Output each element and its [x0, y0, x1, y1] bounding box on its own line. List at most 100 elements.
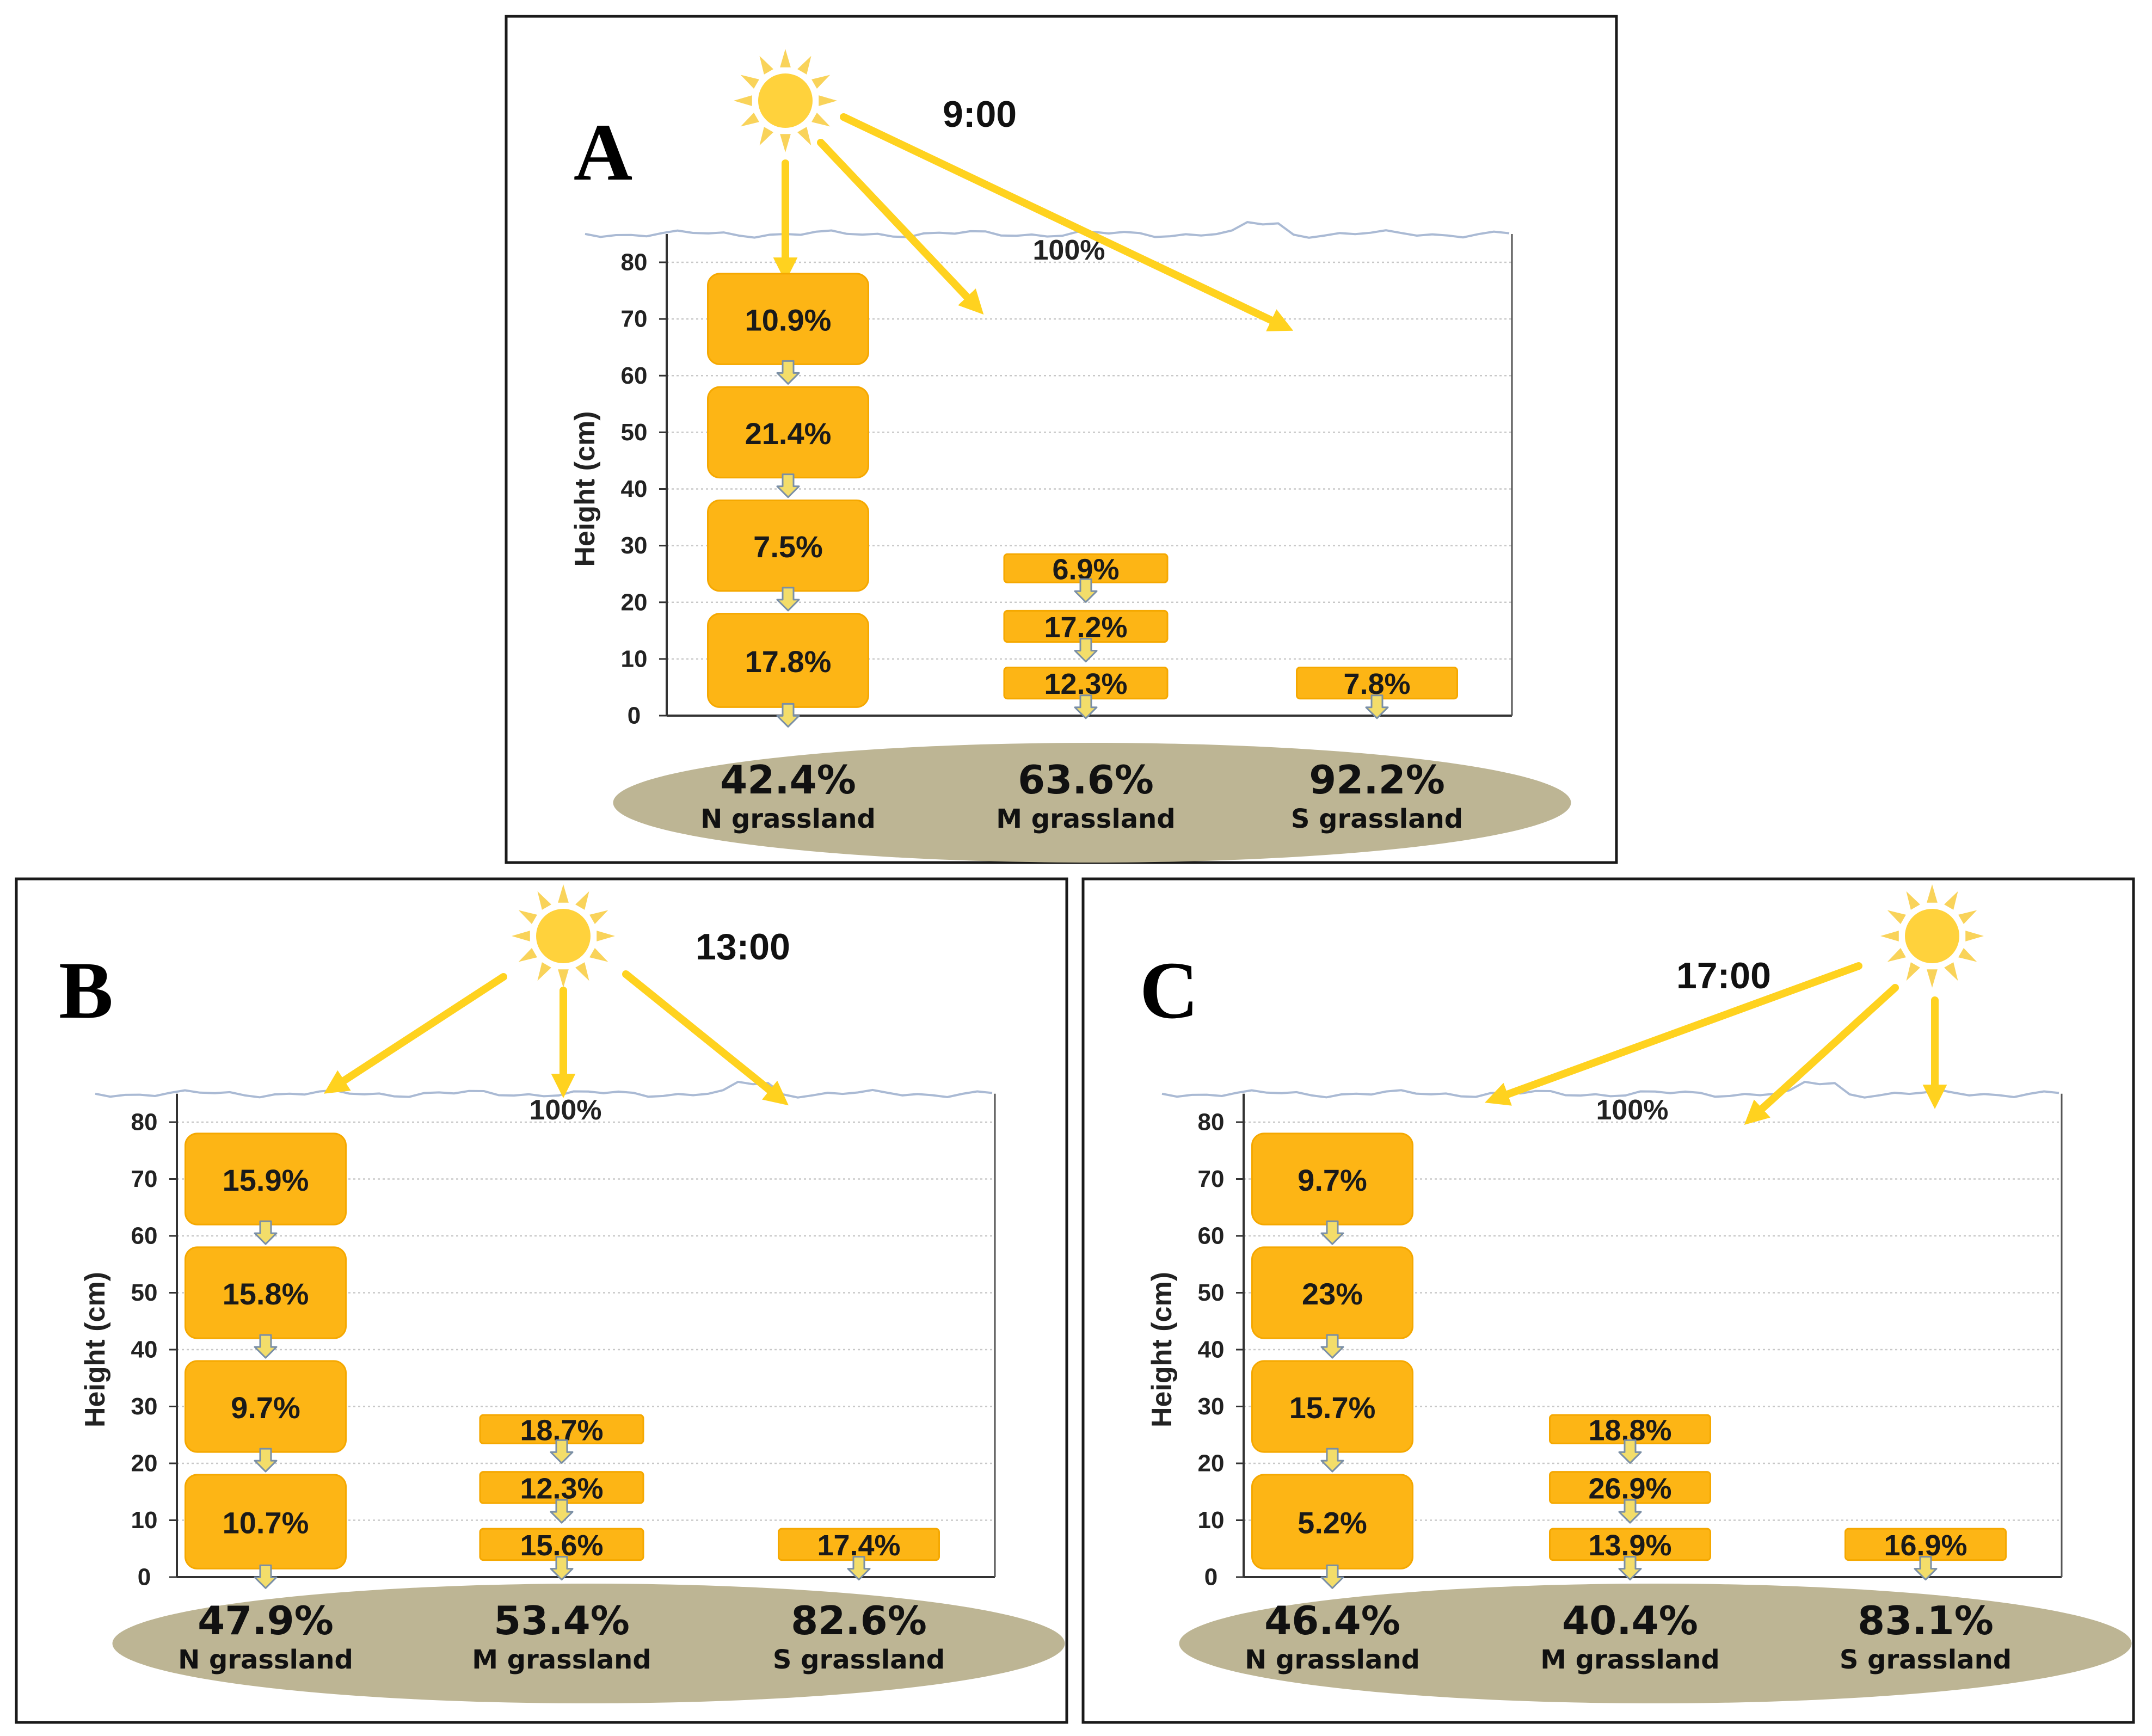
incident-light-label: 100% — [530, 1094, 602, 1126]
down-arrow-icon — [550, 1439, 574, 1464]
panel-b: B 13:00 0 10 20 30 40 50 60 70 80 Height (cm) 100% 15… — [15, 877, 1068, 1724]
grassland-column: 16.9%83.1%S grassland — [1840, 1528, 2012, 1675]
down-arrow-icon — [1320, 1448, 1344, 1473]
down-arrow-icon — [776, 360, 800, 385]
layer-transmission-label: 15.9% — [223, 1163, 309, 1197]
y-tick-label: 10 — [1198, 1507, 1225, 1534]
y-tick-label: 0 — [138, 1564, 151, 1591]
ground-transmission-value: 46.4% — [1264, 1598, 1400, 1643]
grassland-name: S grassland — [1291, 804, 1463, 834]
down-arrow-icon — [1074, 578, 1098, 603]
time-label: 13:00 — [696, 926, 790, 968]
layer-transmission-label: 23% — [1302, 1277, 1363, 1311]
layer-transmission-label: 21.4% — [745, 416, 832, 451]
layer-transmission-label: 7.5% — [753, 530, 823, 564]
sunbeam-arrow — [840, 113, 1294, 331]
down-arrow-icon — [1365, 694, 1389, 719]
down-arrow-icon — [847, 1556, 871, 1581]
layer-transmission-label: 15.7% — [1289, 1390, 1376, 1425]
layer-transmission-label: 17.8% — [745, 644, 832, 679]
ground-transmission-value: 92.2% — [1309, 757, 1445, 803]
down-arrow-icon — [776, 703, 800, 728]
ground-ellipse — [112, 1584, 1065, 1703]
panel-letter: A — [574, 107, 632, 198]
sunbeam-arrow — [323, 973, 507, 1094]
y-tick-label: 60 — [131, 1223, 158, 1249]
grassland-name: S grassland — [1840, 1645, 2012, 1675]
down-arrow-icon — [776, 473, 800, 498]
incident-light-label: 100% — [1596, 1094, 1669, 1126]
y-tick-label: 50 — [621, 419, 648, 446]
canopy-surface-line — [95, 1080, 993, 1099]
layer-transmission-label: 9.7% — [231, 1390, 300, 1425]
grassland-column: 7.8%92.2%S grassland — [1291, 666, 1463, 834]
y-tick-label: 80 — [131, 1109, 158, 1136]
ground-ellipse — [613, 743, 1571, 863]
y-tick-label: 70 — [621, 306, 648, 333]
down-arrow-icon — [1618, 1499, 1642, 1524]
layer-transmission-label: 9.7% — [1298, 1163, 1367, 1197]
down-arrow-icon — [1618, 1556, 1642, 1581]
layer-transmission-label: 10.7% — [223, 1506, 309, 1540]
sunbeam-arrow — [622, 970, 789, 1106]
grassland-name: N grassland — [178, 1645, 353, 1675]
layer-transmission-label: 15.8% — [223, 1277, 309, 1311]
grassland-name: N grassland — [700, 804, 876, 834]
y-tick-label: 10 — [131, 1507, 158, 1534]
canopy-surface-line — [585, 221, 1510, 239]
time-label: 9:00 — [943, 94, 1017, 135]
y-tick-label: 70 — [131, 1166, 158, 1192]
down-arrow-icon — [1320, 1334, 1344, 1359]
y-tick-label: 30 — [1198, 1393, 1225, 1420]
down-arrow-icon — [550, 1556, 574, 1581]
down-arrow-icon — [1618, 1439, 1642, 1464]
sunbeam-arrow — [817, 139, 984, 315]
panel-frame — [505, 15, 1618, 864]
y-tick-label: 0 — [1204, 1564, 1218, 1591]
grassland-name: S grassland — [773, 1645, 945, 1675]
layer-transmission-label: 10.9% — [745, 303, 832, 337]
grassland-column: 9.7% 23% 15.7% 5.2% 46.4%N grassland — [1245, 1132, 1420, 1675]
grassland-column: 10.9% 21.4% 7.5% 17.8% 42.4%N grassland — [700, 273, 876, 834]
down-arrow-icon — [254, 1564, 278, 1589]
y-tick-label: 20 — [621, 589, 648, 615]
y-tick-label: 80 — [621, 249, 648, 276]
y-tick-label: 60 — [1198, 1223, 1225, 1249]
time-label: 17:00 — [1676, 955, 1771, 996]
down-arrow-icon — [1320, 1564, 1344, 1589]
grassland-name: M grassland — [996, 804, 1175, 834]
down-arrow-icon — [1074, 694, 1098, 719]
y-tick-label: 20 — [131, 1450, 158, 1477]
y-tick-label: 10 — [621, 645, 648, 672]
ground-ellipse — [1179, 1584, 2132, 1703]
ground-transmission-value: 83.1% — [1858, 1598, 1994, 1643]
sunbeam-arrow — [1744, 984, 1899, 1125]
ground-transmission-value: 42.4% — [720, 757, 856, 803]
y-tick-label: 50 — [1198, 1279, 1225, 1306]
grassland-column: 18.8%26.9%13.9%40.4%M grassland — [1540, 1414, 1719, 1675]
y-axis-label: Height (cm) — [79, 1272, 111, 1427]
panel-letter: C — [1140, 945, 1198, 1036]
panel-c: C 17:00 0 10 20 30 40 50 60 70 80 Height (cm) 100% 9.… — [1081, 877, 2135, 1724]
y-tick-label: 40 — [131, 1337, 158, 1363]
y-axis-label: Height (cm) — [569, 411, 601, 567]
panel-letter: B — [59, 945, 113, 1036]
grassland-column: 18.7%12.3%15.6%53.4%M grassland — [472, 1414, 651, 1675]
down-arrow-icon — [254, 1334, 278, 1359]
sun-icon — [1880, 884, 1984, 988]
canopy-surface-line — [1161, 1080, 2059, 1099]
down-arrow-icon — [1914, 1556, 1938, 1581]
y-tick-label: 0 — [628, 703, 641, 729]
y-tick-label: 30 — [621, 532, 648, 559]
grassland-name: M grassland — [472, 1645, 651, 1675]
panel-a: A 9:00 0 10 20 30 40 50 60 70 80 Height (cm) 100% 10.… — [505, 15, 1618, 864]
down-arrow-icon — [254, 1448, 278, 1473]
ground-transmission-value: 63.6% — [1018, 757, 1154, 803]
ground-transmission-value: 47.9% — [198, 1598, 334, 1643]
y-tick-label: 30 — [131, 1393, 158, 1420]
grassland-column: 6.9%17.2%12.3%63.6%M grassland — [996, 553, 1175, 834]
y-tick-label: 80 — [1198, 1109, 1225, 1136]
grassland-column: 17.4%82.6%S grassland — [773, 1528, 945, 1675]
down-arrow-icon — [254, 1220, 278, 1245]
